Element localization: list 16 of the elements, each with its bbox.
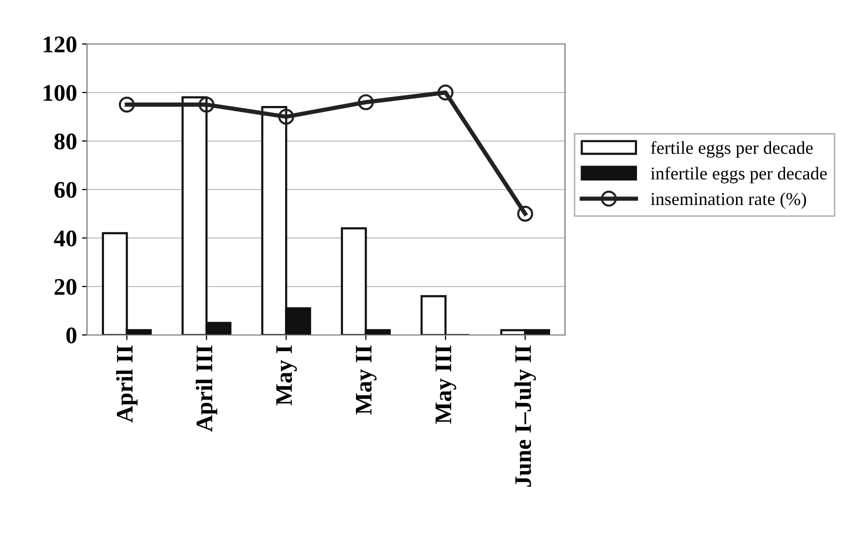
y-tick-label: 60	[54, 182, 76, 198]
x-tick-label: June I–July II	[514, 346, 536, 487]
y-tick-label: 100	[44, 84, 76, 101]
x-tick-label: May II	[356, 346, 377, 414]
legend-label: infertile eggs per decade	[650, 166, 827, 184]
legend-label: insemination rate (%)	[650, 192, 806, 209]
x-tick-label: April III	[196, 346, 218, 432]
legend-label: fertile eggs per decade	[650, 141, 813, 158]
y-tick-label: 80	[54, 133, 76, 150]
y-tick-label: 40	[54, 230, 76, 246]
y-tick-label: 20	[54, 278, 76, 295]
x-tick-label: April II	[116, 346, 138, 423]
x-tick-label: May I	[276, 346, 297, 406]
y-tick-label: 0	[66, 327, 76, 344]
y-tick-label: 120	[44, 36, 76, 52]
x-tick-label: May III	[436, 346, 456, 424]
